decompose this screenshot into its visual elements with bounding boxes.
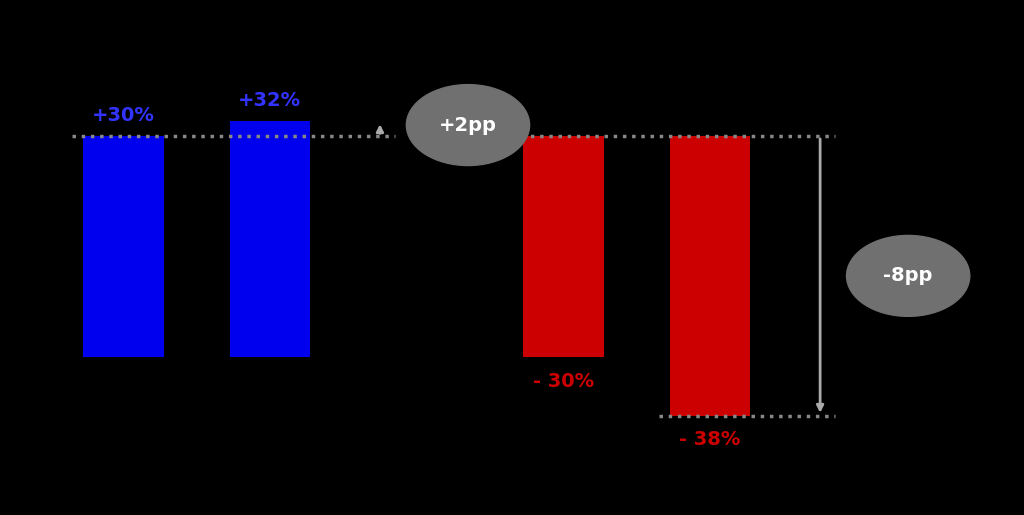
- Bar: [523, 136, 604, 357]
- Bar: [670, 136, 751, 416]
- Text: +2pp: +2pp: [439, 115, 497, 134]
- Text: - 30%: - 30%: [532, 371, 594, 390]
- Ellipse shape: [847, 235, 970, 316]
- Bar: [83, 136, 164, 357]
- Text: +32%: +32%: [239, 91, 301, 110]
- Bar: [229, 122, 310, 357]
- Text: +30%: +30%: [92, 106, 155, 125]
- Ellipse shape: [407, 84, 529, 165]
- Text: - 38%: - 38%: [679, 431, 740, 450]
- Text: -8pp: -8pp: [884, 266, 933, 285]
